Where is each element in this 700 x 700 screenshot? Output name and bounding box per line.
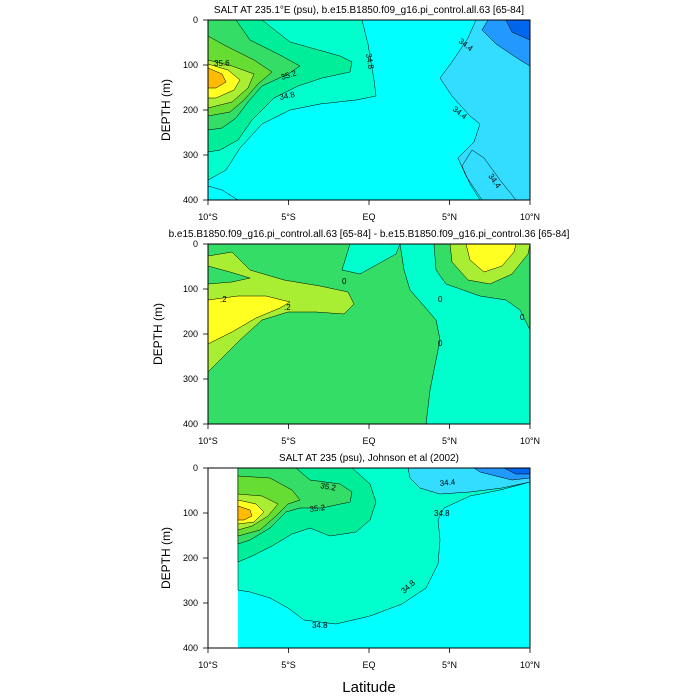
panel1-plot-area xyxy=(208,20,530,200)
panel1-xtick-10n: 10°N xyxy=(520,212,540,222)
panel3-fill-336 xyxy=(503,468,530,475)
panel2-ytick-300: 300 xyxy=(183,374,198,384)
panel1-contour-lower-left xyxy=(208,185,239,200)
panel1-xtick-10s: 10°S xyxy=(198,212,218,222)
panel3-ylabel: DEPTH (m) xyxy=(159,527,173,589)
panel1-ytick-300: 300 xyxy=(183,150,198,160)
panel1-fill-372 xyxy=(208,67,227,89)
panel1-xtick-5s: 5°S xyxy=(281,212,296,222)
panel3-xlabel: Latitude xyxy=(342,679,395,696)
panel2-clabel-02b: .2 xyxy=(284,303,291,312)
panel1-fill-low-ne xyxy=(439,20,530,200)
panel2-clabel-02a: .2 xyxy=(220,295,227,304)
panel2-clabel-0c: 0 xyxy=(438,339,443,348)
panel3-clabel-352a: 35.2 xyxy=(320,481,337,493)
panel3-xtick-5n: 5°N xyxy=(442,660,457,670)
panel3-clabel-348a: 34.8 xyxy=(434,509,450,518)
panel1-xtick-5n: 5°N xyxy=(442,212,457,222)
panel2-clabel-0b: 0 xyxy=(438,295,443,304)
panel2-contour-labels: .2 .2 0 0 0 0 xyxy=(220,277,525,348)
panel2-xtick-10n: 10°N xyxy=(520,436,540,446)
panel1-x-ticks: 10°S 5°S EQ 5°N 10°N xyxy=(198,212,540,222)
panel2-plot-area xyxy=(208,244,530,424)
panel2-ylabel: DEPTH (m) xyxy=(151,303,165,365)
panel3-ytick-0: 0 xyxy=(193,463,198,473)
panel3-plot-area xyxy=(237,468,530,648)
panel2-fill-04-left xyxy=(208,295,291,345)
panel3-clabel-344: 34.4 xyxy=(439,477,456,488)
panel2-fill-04-right xyxy=(465,244,517,273)
panel2-y-ticks: 0 100 200 300 400 xyxy=(183,239,198,429)
panel2-clabel-0a: 0 xyxy=(342,277,347,286)
panel2-xtick-5s: 5°S xyxy=(281,436,296,446)
panel2-tick-marks xyxy=(203,243,531,429)
panel2-ytick-200: 200 xyxy=(183,329,198,339)
panel2-fill-02-notch xyxy=(208,265,251,285)
panel3-clabel-352b: 35.2 xyxy=(309,503,326,514)
panel3-ytick-300: 300 xyxy=(183,598,198,608)
panel3-xtick-10s: 10°S xyxy=(198,660,218,670)
panel1-fill-lowest-ne xyxy=(505,20,530,41)
panel2-x-ticks: 10°S 5°S EQ 5°N 10°N xyxy=(198,436,540,446)
panel1-ylabel: DEPTH (m) xyxy=(159,79,173,141)
panel1-ytick-200: 200 xyxy=(183,105,198,115)
panel3-ytick-400: 400 xyxy=(183,643,198,653)
panel3-tick-marks xyxy=(203,467,531,653)
panel2-fill-02-left xyxy=(208,251,355,373)
panel2-ytick-0: 0 xyxy=(193,239,198,249)
panel3-xtick-5s: 5°S xyxy=(281,660,296,670)
panel1-tick-marks xyxy=(203,19,531,205)
panel1-ytick-400: 400 xyxy=(183,195,198,205)
panel2-title: b.e15.B1850.f09_g16.pi_control.all.63 [6… xyxy=(169,229,570,240)
panel3-y-ticks: 0 100 200 300 400 xyxy=(183,463,198,653)
panel3-xtick-eq: EQ xyxy=(362,660,375,670)
panel1-clabel-356: 35.6 xyxy=(214,59,230,68)
panel2-xtick-eq: EQ xyxy=(362,436,375,446)
panel2-ytick-100: 100 xyxy=(183,284,198,294)
panel1-contour-lower-right xyxy=(461,149,517,200)
panel1-title: SALT AT 235.1°E (psu), b.e15.B1850.f09_g… xyxy=(214,5,524,16)
panel1-y-ticks: 0 100 200 300 400 xyxy=(183,15,198,205)
panel1-clabel-348a: 34.8 xyxy=(279,90,297,102)
panel3-ytick-200: 200 xyxy=(183,553,198,563)
panel1-xtick-eq: EQ xyxy=(362,212,375,222)
panel1-ytick-0: 0 xyxy=(193,15,198,25)
panel3-ytick-100: 100 xyxy=(183,508,198,518)
panel1-clabel-348b: 34.8 xyxy=(364,53,376,70)
panel3-xtick-10n: 10°N xyxy=(520,660,540,670)
panel2-ytick-400: 400 xyxy=(183,419,198,429)
panel3-fill-372 xyxy=(237,505,253,521)
panel3-title: SALT AT 235 (psu), Johnson et al (2002) xyxy=(279,453,459,464)
panel3-x-ticks: 10°S 5°S EQ 5°N 10°N xyxy=(198,660,540,670)
panel2-clabel-0d: 0 xyxy=(520,313,525,322)
panel1-ytick-100: 100 xyxy=(183,60,198,70)
panel2-xtick-10s: 10°S xyxy=(198,436,218,446)
panel2-xtick-5n: 5°N xyxy=(442,436,457,446)
panel3-clabel-348c: 34.8 xyxy=(312,621,328,630)
